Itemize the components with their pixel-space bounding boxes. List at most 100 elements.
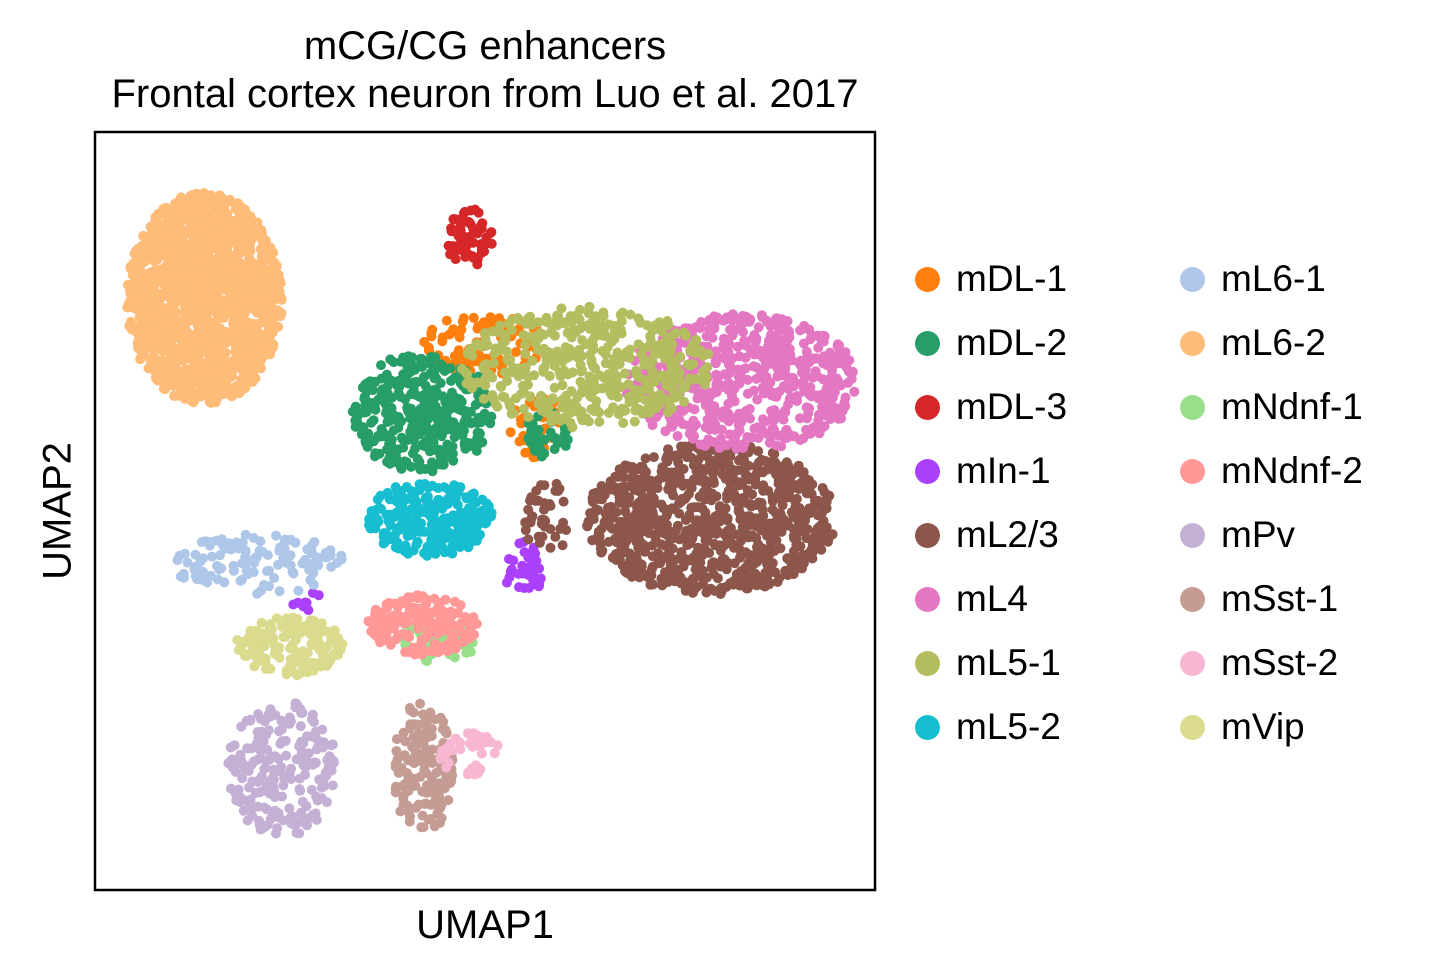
point (386, 392, 397, 403)
point (472, 259, 483, 270)
point (203, 389, 214, 400)
point (151, 368, 162, 379)
point (169, 211, 180, 222)
point (244, 782, 254, 793)
point (767, 504, 778, 515)
point (757, 312, 768, 323)
point (701, 372, 712, 383)
point (666, 467, 677, 478)
point (466, 383, 477, 394)
point (560, 441, 571, 451)
point (290, 702, 301, 713)
point (454, 332, 465, 343)
point (524, 561, 535, 572)
point (759, 363, 770, 374)
point (412, 536, 423, 547)
point (549, 382, 560, 393)
point (760, 456, 771, 466)
point (657, 338, 668, 349)
point (649, 529, 660, 540)
point (737, 522, 748, 533)
point (458, 236, 468, 246)
point (123, 298, 134, 309)
point (727, 330, 738, 341)
point (539, 480, 550, 491)
point (711, 369, 722, 380)
point (436, 783, 447, 794)
point (519, 583, 530, 593)
point (363, 428, 374, 439)
point (683, 420, 694, 431)
point (530, 338, 541, 349)
point (656, 539, 667, 550)
point (640, 493, 651, 504)
point (295, 721, 306, 732)
point (203, 196, 214, 207)
point (241, 716, 252, 726)
point (523, 552, 534, 563)
point (156, 341, 167, 352)
point (415, 698, 426, 709)
point (230, 346, 241, 357)
point (476, 417, 486, 428)
point (520, 348, 531, 359)
point (440, 397, 451, 407)
point (309, 537, 320, 547)
point (704, 424, 715, 435)
point (597, 494, 607, 505)
point (813, 426, 824, 437)
series-ml2-3 (520, 438, 838, 599)
point (388, 447, 399, 457)
point (749, 330, 760, 340)
point (511, 347, 522, 357)
point (520, 362, 531, 373)
point (667, 543, 678, 554)
point (605, 522, 616, 533)
point (271, 828, 281, 839)
point (265, 619, 276, 629)
point (834, 357, 845, 368)
point (410, 443, 420, 454)
point (235, 300, 246, 311)
point (255, 536, 266, 547)
point (421, 421, 432, 432)
point (674, 471, 685, 482)
point (689, 404, 700, 415)
point (217, 206, 228, 217)
point (720, 473, 731, 484)
point (554, 367, 565, 378)
point (753, 446, 764, 457)
point (538, 366, 549, 377)
point (710, 358, 721, 369)
point (238, 381, 249, 392)
point (739, 335, 750, 346)
point (506, 315, 517, 325)
point (253, 353, 264, 364)
point (409, 758, 420, 769)
point (633, 339, 644, 350)
point (662, 316, 673, 326)
point (261, 804, 272, 815)
point (600, 349, 611, 360)
point (380, 536, 391, 547)
point (534, 575, 545, 586)
point (438, 606, 448, 617)
point (518, 330, 529, 341)
point (451, 421, 462, 432)
point (246, 272, 257, 283)
point (732, 341, 743, 352)
point (520, 339, 531, 350)
point (736, 417, 747, 428)
point (415, 526, 426, 537)
point (470, 760, 481, 771)
point (514, 538, 525, 549)
point (467, 251, 478, 262)
point (243, 766, 254, 776)
point (690, 474, 701, 485)
point (295, 785, 306, 796)
point (633, 498, 644, 509)
point (757, 517, 768, 528)
point (782, 432, 793, 443)
point (480, 518, 491, 529)
